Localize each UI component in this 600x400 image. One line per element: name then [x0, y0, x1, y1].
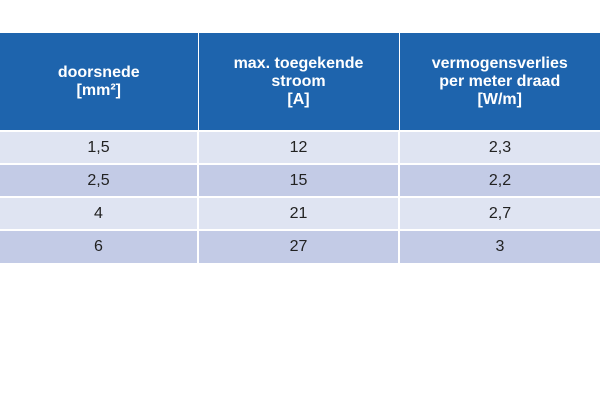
header-label-line: per meter draad: [439, 72, 561, 90]
table-row: 6 27 3: [0, 229, 600, 263]
header-unit-line: [A]: [287, 90, 310, 108]
header-label-line: max. toegekende: [233, 54, 364, 72]
header-power-loss: vermogensverlies per meter draad [W/m]: [398, 33, 600, 131]
cell-doorsnede: 4: [0, 196, 198, 230]
cell-power-loss: 2,2: [398, 163, 600, 197]
header-label-line: vermogensverlies: [431, 54, 568, 72]
cell-max-current: 12: [197, 130, 399, 164]
header-row: doorsnede [mm²] max. toegekende stroom […: [0, 33, 600, 131]
table-header: doorsnede [mm²] max. toegekende stroom […: [0, 33, 600, 131]
header-unit-line: [mm²]: [76, 81, 121, 99]
cell-doorsnede: 6: [0, 229, 198, 263]
wire-data-table: doorsnede [mm²] max. toegekende stroom […: [0, 33, 600, 263]
cell-power-loss: 3: [398, 229, 600, 263]
cell-max-current: 27: [197, 229, 399, 263]
header-label-line: doorsnede: [57, 63, 140, 81]
cell-doorsnede: 2,5: [0, 163, 198, 197]
header-label-line: stroom: [271, 72, 326, 90]
header-unit-line: [W/m]: [477, 90, 522, 108]
table-row: 2,5 15 2,2: [0, 163, 600, 197]
cell-max-current: 21: [197, 196, 399, 230]
cell-power-loss: 2,3: [398, 130, 600, 164]
table-body: 1,5 12 2,3 2,5 15 2,2 4 21 2,7 6 27 3: [0, 130, 600, 263]
header-doorsnede: doorsnede [mm²]: [0, 33, 198, 131]
table-row: 4 21 2,7: [0, 196, 600, 230]
table-row: 1,5 12 2,3: [0, 130, 600, 164]
cell-doorsnede: 1,5: [0, 130, 198, 164]
header-max-current: max. toegekende stroom [A]: [197, 33, 399, 131]
cell-power-loss: 2,7: [398, 196, 600, 230]
cell-max-current: 15: [197, 163, 399, 197]
